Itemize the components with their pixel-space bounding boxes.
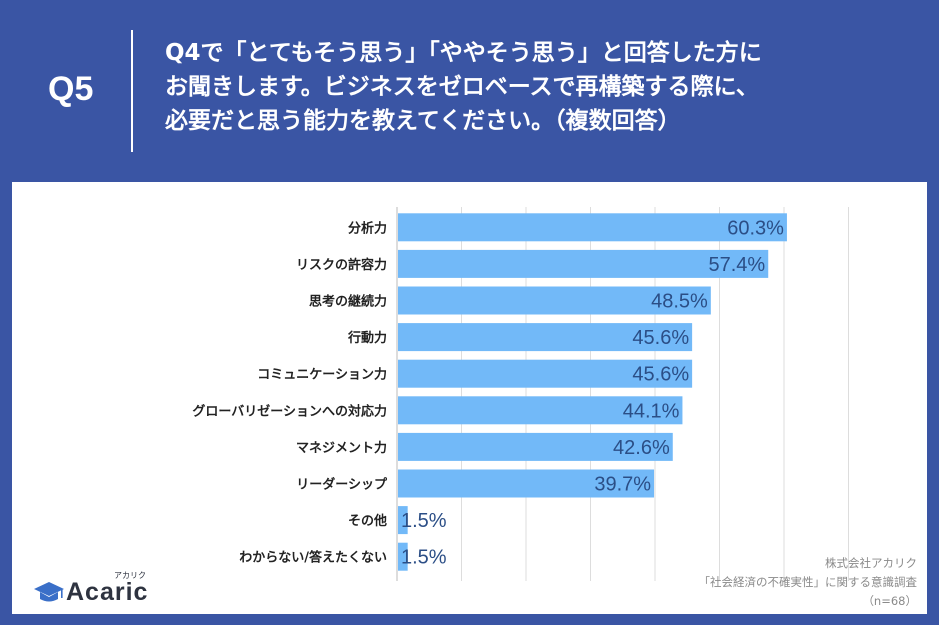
category-label: 分析力 [348,220,387,236]
bar [398,506,408,535]
bar [398,469,655,498]
bar [398,432,673,461]
logo-kana: アカリク [114,571,146,580]
category-label: リーダーシップ [296,477,388,493]
bar-chart: 分析力 60.3% リスクの許容力 57.4% 思考の継続力 48.5% 行動力 45.6% コ… [192,207,849,581]
value-label: 48.5% [651,291,708,313]
bar [398,542,408,571]
question-line: Q4で「とてもそう思う」「ややそう思う」と回答した方に [165,40,762,66]
bar [398,323,693,352]
logo: Acaric アカリク [34,571,164,608]
category-label: 行動力 [347,330,387,346]
value-label: 1.5% [401,510,447,532]
category-label: リスクの許容力 [296,257,387,273]
source-note: 株式会社アカリク 「社会経済の不確実性」に関する意識調査 （n=68） [699,554,918,611]
value-label: 57.4% [709,254,766,276]
source-line: 株式会社アカリク [825,556,917,570]
category-label: コミュニケーション力 [257,367,387,383]
value-label: 45.6% [632,364,689,386]
category-label: マネジメント力 [296,440,387,456]
question-line: 必要だと思う能力を教えてください。（複数回答） [165,108,681,134]
header: Q5 Q4で「とてもそう思う」「ややそう思う」と回答した方に お聞きします。ビジ… [0,0,939,175]
question-number: Q5 [48,70,94,108]
category-label: グローバリゼーションへの対応力 [192,403,387,419]
header-divider [131,30,133,152]
question-line: お聞きします。ビジネスをゼロベースで再構築する際に、 [165,74,759,100]
value-label: 44.1% [623,400,680,422]
category-label: わからない/答えたくない [239,550,387,566]
bar [398,286,711,315]
bar [398,249,769,278]
category-label: その他 [348,513,387,529]
value-label: 39.7% [594,474,651,496]
logo-name: Acaric [66,578,149,606]
chart-panel: 分析力 60.3% リスクの許容力 57.4% 思考の継続力 48.5% 行動力 45.6% コ… [12,182,927,614]
bar [398,213,787,242]
bar [398,359,693,388]
source-line: 「社会経済の不確実性」に関する意識調査 [698,575,918,589]
value-label: 45.6% [632,327,689,349]
value-label: 1.5% [401,547,447,569]
question-text: Q4で「とてもそう思う」「ややそう思う」と回答した方に お聞きします。ビジネスを… [165,36,925,138]
bar [398,396,683,425]
value-label: 60.3% [727,217,784,239]
graduation-cap-icon [34,582,64,602]
category-label: 思考の継続力 [309,294,387,310]
value-label: 42.6% [613,437,670,459]
source-line: （n=68） [862,594,917,608]
